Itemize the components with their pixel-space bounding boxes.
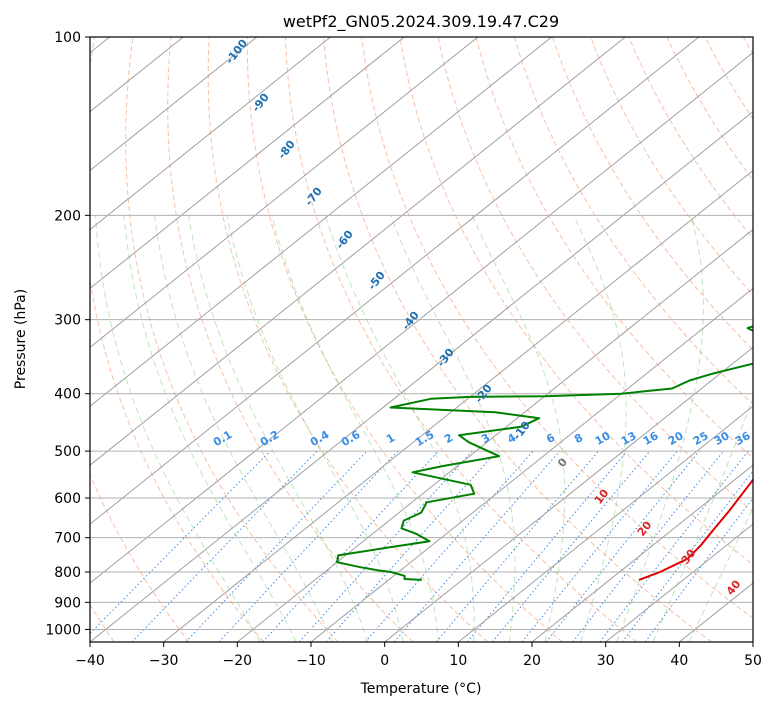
x-tick-label: 30 (597, 653, 615, 669)
isotherm (458, 405, 753, 642)
mixing-ratio-line (545, 450, 700, 642)
mixing-ratio-line (90, 450, 271, 635)
moist-adiabat (652, 396, 753, 642)
dry-adiabat (284, 37, 638, 642)
dry-adiabat (361, 37, 753, 619)
y-tick-label: 700 (54, 531, 81, 547)
series-line-1 (336, 325, 753, 581)
isotherm (310, 287, 753, 642)
y-tick-label: 1000 (45, 622, 81, 638)
isotherm (90, 37, 626, 466)
isotherm (237, 228, 753, 642)
dry-adiabat (125, 37, 339, 642)
moist-adiabat (123, 215, 297, 642)
x-tick-label: −10 (296, 653, 326, 669)
dry-adiabat (90, 473, 190, 642)
y-tick-label: 600 (54, 491, 81, 507)
chart-title: wetPf2_GN05.2024.309.19.47.C29 (283, 12, 559, 32)
y-tick-label: 200 (54, 208, 81, 224)
isotherm (90, 37, 405, 290)
isotherm (605, 523, 753, 642)
moist-adiabat (271, 215, 439, 642)
isotherm (90, 37, 552, 407)
x-tick-label: 50 (744, 653, 762, 669)
mixing-ratio-line (325, 450, 498, 642)
dry-adiabat (207, 37, 488, 642)
dry-adiabat (513, 37, 753, 405)
mixing-ratio-line (262, 450, 439, 642)
dry-adiabat (399, 37, 753, 566)
x-tick-label: 10 (449, 653, 467, 669)
isotherm (163, 169, 753, 642)
moist-adiabat (95, 215, 261, 642)
mixing-ratio-line (622, 470, 753, 642)
dry-adiabat (90, 37, 264, 642)
isotherm (90, 37, 700, 525)
mixing-ratio-line (521, 450, 678, 642)
moist-adiabat (390, 215, 516, 642)
isotherm (90, 110, 753, 642)
moist-adiabat (688, 507, 753, 642)
moist-adiabat (616, 215, 704, 642)
moist-adiabat (471, 215, 566, 642)
x-tick-label: 0 (380, 653, 389, 669)
mixing-ratio-line (218, 450, 399, 642)
dry-adiabat (246, 37, 563, 642)
isotherm (384, 346, 753, 642)
moist-adiabat (226, 215, 404, 642)
y-tick-label: 500 (54, 444, 81, 460)
moist-adiabat (154, 215, 333, 642)
plot-frame (89, 36, 754, 643)
isotherm (90, 37, 258, 172)
y-tick-label: 100 (54, 30, 81, 46)
y-tick-label: 300 (54, 313, 81, 329)
dry-adiabat (552, 37, 753, 351)
mixing-ratio-line (436, 450, 599, 642)
y-tick-label: 800 (54, 565, 81, 581)
isotherm (90, 37, 331, 231)
moist-adiabat (573, 215, 627, 642)
x-axis-title: Temperature (°C) (360, 681, 482, 697)
isotherm (90, 37, 479, 348)
mixing-ratio-line (599, 450, 749, 642)
mixing-ratio-line (467, 450, 628, 642)
y-tick-label: 900 (54, 595, 81, 611)
mixing-ratio-line (364, 450, 534, 642)
x-tick-label: −40 (75, 653, 105, 669)
x-tick-label: −20 (223, 653, 253, 669)
isotherm (90, 52, 753, 584)
y-axis-title: Pressure (hPa) (13, 289, 29, 389)
x-tick-label: 40 (670, 653, 688, 669)
plot-area: -100-90-80-70-60-50-40-30-20-10010203040… (90, 37, 753, 642)
moist-adiabat (324, 215, 475, 642)
mixing-ratio-line (185, 450, 368, 642)
x-tick-label: 20 (523, 653, 541, 669)
x-tick-label: −30 (149, 653, 179, 669)
y-tick-label: 400 (54, 387, 81, 403)
moist-adiabat (188, 215, 369, 642)
isotherm (531, 464, 753, 642)
mixing-ratio-line (298, 450, 473, 642)
series-line-0 (638, 478, 753, 581)
